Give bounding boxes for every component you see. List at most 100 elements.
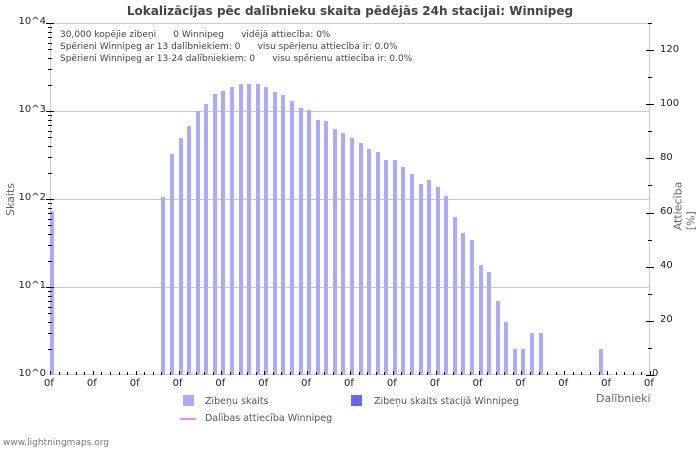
bar	[195, 111, 200, 375]
x-tick	[307, 371, 309, 375]
x-axis-title: Dalībnieki	[596, 392, 651, 405]
y-tick	[48, 115, 52, 117]
legend-swatch-station	[351, 395, 362, 406]
bar	[247, 83, 252, 375]
x-tick	[187, 372, 189, 375]
x-tick	[118, 372, 120, 375]
x-tick	[341, 372, 343, 375]
x-tick	[127, 372, 129, 375]
bar	[401, 167, 406, 375]
y2-tick	[648, 131, 652, 133]
info-line-1: 30,000 kopējie zibeņi 0 Winnipeg vidējā …	[60, 30, 331, 40]
x-tick	[144, 372, 146, 375]
x-tick	[84, 372, 86, 375]
y-tick-label: 10^1	[18, 280, 46, 291]
y-tick	[48, 300, 52, 302]
y-tick	[48, 130, 52, 132]
bar	[410, 174, 414, 375]
y-tick	[48, 313, 52, 315]
bar	[315, 120, 320, 375]
y2-tick	[648, 347, 652, 349]
y-tick	[48, 137, 52, 139]
bar	[418, 184, 423, 375]
x-tick	[195, 372, 197, 375]
bar	[272, 91, 277, 375]
bar	[530, 333, 534, 375]
y-tick	[46, 23, 54, 24]
bar	[307, 109, 312, 375]
bar	[187, 126, 192, 375]
y-tick	[48, 348, 52, 350]
x-tick	[204, 372, 206, 375]
y2-tick-label: 80	[660, 152, 673, 163]
x-tick	[530, 372, 531, 375]
x-tick	[615, 372, 617, 375]
y2-tick-label: 40	[660, 260, 673, 271]
bar	[170, 153, 174, 375]
y-tick-label: 10^0	[18, 368, 46, 379]
x-tick-label: 0f	[301, 378, 312, 389]
footer-credit: www.lightningmaps.org	[3, 438, 109, 448]
info-line-2: Spērieni Winnipeg ar 13 dalībniekiem: 0 …	[60, 42, 398, 52]
y-tick	[48, 260, 52, 262]
x-tick	[521, 371, 523, 375]
bar	[538, 333, 543, 375]
x-tick-label: 0f	[644, 378, 654, 389]
y2-tick	[648, 293, 652, 295]
x-tick	[315, 372, 317, 375]
y-tick	[48, 49, 52, 51]
x-tick	[281, 372, 283, 375]
chart-title: Lokalizācijas pēc dalībnieku skaita pēdē…	[126, 4, 574, 18]
x-tick	[67, 372, 69, 375]
bar	[504, 322, 509, 375]
bar	[452, 216, 457, 375]
bar	[332, 128, 337, 375]
y-tick	[48, 234, 52, 236]
bar	[178, 138, 183, 375]
y-tick	[48, 69, 52, 70]
x-tick-label: 0f	[558, 378, 569, 389]
x-tick-label: 0f	[258, 378, 269, 389]
x-tick	[110, 372, 111, 375]
y-tick	[48, 146, 52, 148]
x-tick	[444, 372, 446, 375]
bar	[298, 108, 303, 375]
bar	[444, 196, 449, 375]
y-tick	[48, 225, 52, 227]
y-tick	[48, 157, 52, 158]
bar	[461, 233, 466, 375]
x-tick	[590, 372, 591, 375]
x-tick	[487, 372, 489, 375]
x-tick	[384, 372, 386, 375]
y-tick	[48, 322, 52, 324]
y-tick	[48, 27, 52, 29]
y2-tick	[646, 158, 654, 160]
y-tick	[46, 111, 54, 112]
y-tick	[48, 295, 52, 297]
x-tick	[418, 372, 420, 375]
x-tick-label: 0f	[44, 378, 54, 389]
x-tick-label: 0f	[472, 378, 483, 389]
bar	[324, 120, 329, 375]
y2-tick	[648, 185, 652, 187]
y-tick	[48, 31, 52, 33]
bar	[478, 264, 483, 375]
x-tick	[392, 371, 394, 375]
bar	[238, 83, 243, 375]
x-tick	[427, 372, 429, 375]
bar	[281, 94, 286, 375]
bar	[358, 142, 363, 375]
x-tick	[152, 372, 154, 375]
x-tick-label: 0f	[172, 378, 183, 389]
y-tick	[48, 291, 52, 293]
y2-tick-label: 60	[660, 206, 673, 217]
x-tick-label: 0f	[215, 378, 226, 389]
x-tick	[212, 372, 214, 375]
bar	[375, 152, 380, 375]
x-tick	[324, 372, 326, 375]
bar	[384, 160, 389, 375]
x-tick	[650, 371, 651, 375]
x-tick	[632, 372, 634, 375]
x-tick	[272, 372, 274, 375]
y-tick	[48, 36, 52, 38]
